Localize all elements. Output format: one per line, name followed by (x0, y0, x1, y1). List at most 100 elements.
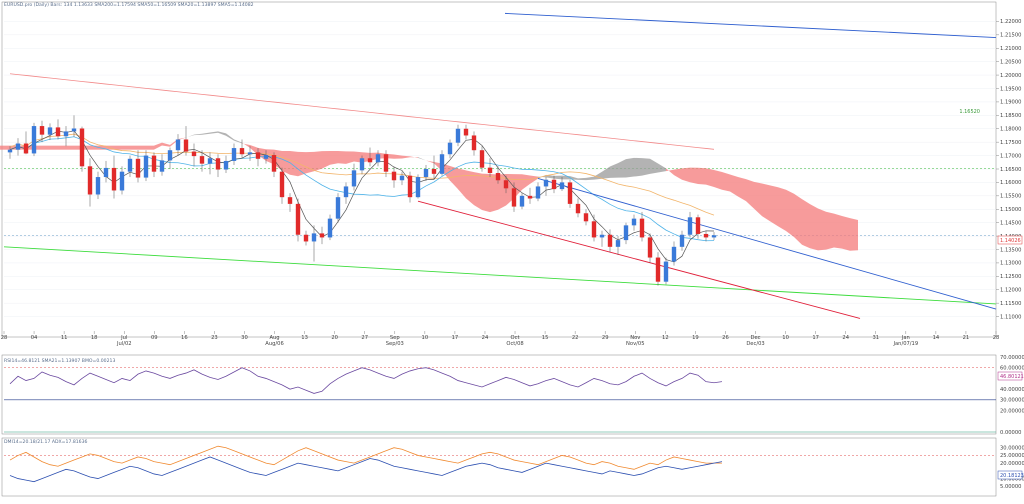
candle-body[interactable] (295, 203, 301, 235)
candle-body[interactable] (407, 175, 413, 198)
candle-body[interactable] (503, 180, 509, 189)
candle-body[interactable] (543, 179, 549, 187)
candle-body[interactable] (487, 167, 493, 174)
candle-body[interactable] (127, 158, 133, 172)
candle-body[interactable] (423, 169, 429, 178)
adx-panel[interactable] (1, 437, 997, 497)
candle-body[interactable] (471, 135, 477, 151)
candle-body[interactable] (391, 171, 397, 181)
candle-body[interactable] (591, 221, 597, 238)
candle-body[interactable] (639, 218, 645, 238)
candle-body[interactable] (15, 143, 21, 150)
candle-body[interactable] (703, 233, 709, 238)
candle-body[interactable] (319, 233, 325, 238)
time-tick-label: 09 (151, 335, 158, 341)
candle-body[interactable] (223, 160, 229, 170)
candle-body[interactable] (535, 186, 541, 199)
candle-body[interactable] (215, 158, 221, 170)
price-tick-label: 1.18000 (1000, 127, 1021, 133)
rsi-axis[interactable]: 70.00000 60.00000 40.00000 30.00000 20.00000… (1000, 355, 1024, 436)
candle-body[interactable] (567, 182, 573, 204)
candle-body[interactable] (551, 179, 557, 190)
candle-body[interactable] (519, 195, 525, 207)
candle-body[interactable] (559, 182, 565, 190)
candle-body[interactable] (263, 155, 269, 159)
candle-body[interactable] (711, 235, 717, 238)
candle-body[interactable] (399, 175, 405, 181)
candle-body[interactable] (159, 160, 165, 172)
candle-body[interactable] (375, 154, 381, 163)
candle-body[interactable] (303, 234, 309, 242)
candle-body[interactable] (695, 217, 701, 234)
candle-body[interactable] (39, 126, 45, 135)
candle-body[interactable] (495, 173, 501, 181)
candle-body[interactable] (687, 217, 693, 235)
candle-body[interactable] (343, 186, 349, 198)
candle-body[interactable] (679, 234, 685, 247)
candle-body[interactable] (87, 166, 93, 195)
candle-body[interactable] (615, 240, 621, 247)
candle-body[interactable] (367, 158, 373, 163)
candle-body[interactable] (95, 177, 101, 195)
candle-body[interactable] (327, 218, 333, 238)
candle-body[interactable] (7, 149, 13, 153)
candle-body[interactable] (239, 148, 245, 155)
rsi-panel[interactable] (1, 354, 997, 435)
candle-body[interactable] (207, 158, 213, 164)
candle-body[interactable] (287, 197, 293, 204)
candle-body[interactable] (463, 128, 469, 136)
candle-body[interactable] (335, 197, 341, 219)
candle-body[interactable] (183, 139, 189, 152)
candlesticks[interactable] (7, 115, 717, 286)
candle-body[interactable] (447, 142, 453, 155)
candle-body[interactable] (175, 139, 181, 151)
candle-body[interactable] (527, 195, 533, 199)
candle-body[interactable] (71, 128, 77, 132)
candle-body[interactable] (23, 143, 29, 154)
candle-body[interactable] (311, 233, 317, 242)
candle-body[interactable] (103, 167, 109, 178)
candle-body[interactable] (135, 158, 141, 178)
candle-body[interactable] (455, 128, 461, 143)
candle-body[interactable] (655, 257, 661, 282)
price-axis[interactable]: 1.22000 1.21500 1.21000 1.20500 1.20000 1.195… (996, 19, 1021, 320)
candle-body[interactable] (231, 148, 237, 161)
candle-body[interactable] (63, 131, 69, 137)
candle-body[interactable] (607, 234, 613, 247)
candle-body[interactable] (199, 156, 205, 164)
candle-body[interactable] (663, 261, 669, 282)
candle-body[interactable] (255, 152, 261, 159)
candle-body[interactable] (623, 225, 629, 241)
candle-body[interactable] (167, 150, 173, 161)
candle-body[interactable] (479, 150, 485, 168)
candle-body[interactable] (279, 171, 285, 198)
candle-body[interactable] (439, 154, 445, 174)
candle-body[interactable] (119, 171, 125, 191)
candle-body[interactable] (247, 152, 253, 155)
candle-body[interactable] (383, 154, 389, 172)
candle-body[interactable] (631, 218, 637, 226)
candle-body[interactable] (191, 151, 197, 157)
candle-body[interactable] (151, 155, 157, 172)
candle-body[interactable] (575, 203, 581, 214)
candle-body[interactable] (111, 167, 117, 191)
candle-body[interactable] (511, 188, 517, 207)
candle-body[interactable] (55, 127, 61, 137)
candle-body[interactable] (647, 237, 653, 258)
candle-body[interactable] (143, 155, 149, 178)
candle-body[interactable] (599, 234, 605, 238)
candle-body[interactable] (31, 126, 37, 154)
candle-body[interactable] (583, 213, 589, 222)
candle-body[interactable] (431, 169, 437, 174)
candle-body[interactable] (351, 170, 357, 187)
candle-body[interactable] (359, 158, 365, 171)
candle-body[interactable] (271, 155, 277, 172)
candle-body[interactable] (415, 177, 421, 198)
candle-body[interactable] (79, 128, 85, 167)
trendlines (3, 12, 997, 319)
candle-body[interactable] (47, 127, 53, 135)
candle-body[interactable] (671, 246, 677, 262)
